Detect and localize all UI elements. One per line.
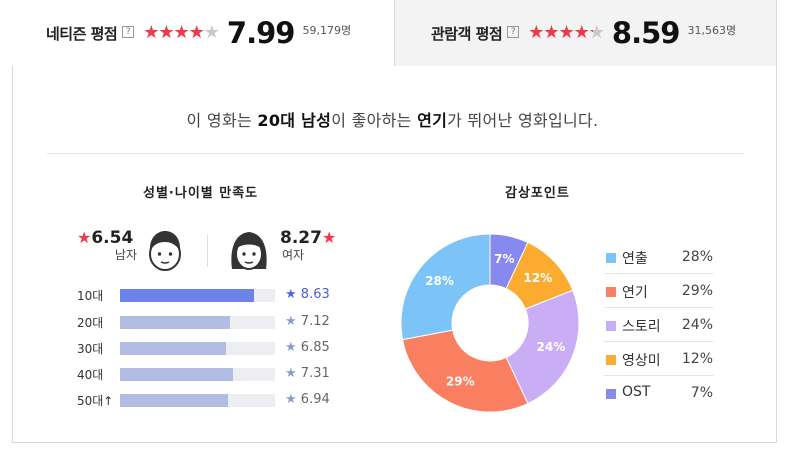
audience-stars: ★★★★★ ★★★★★: [528, 22, 605, 43]
rating-bar: 네티즌 평점 ? ★★★★★ ★★★★★ 7.99 59,179명 관람객 평점…: [12, 0, 777, 66]
age-bar-fill: [120, 289, 254, 302]
legend-value: 7%: [690, 385, 713, 401]
legend-swatch: [606, 355, 616, 365]
legend-item: 스토리 24%: [604, 308, 714, 342]
age-bar-track: [120, 394, 275, 407]
star-icon: ★: [285, 287, 297, 302]
age-bar-fill: [120, 342, 227, 355]
female-face-icon: [231, 232, 267, 270]
satisfaction-title: 성별·나이별 만족도: [143, 186, 259, 201]
headline-group: 20대 남성: [257, 111, 332, 130]
legend-label: 연기: [622, 285, 648, 301]
panel-frame: [12, 0, 777, 443]
divider: [47, 153, 744, 154]
legend-item: 연출 28%: [604, 240, 714, 274]
legend-item: 영상미 12%: [604, 342, 714, 376]
star-icon: ★: [285, 392, 297, 407]
age-bar-fill: [120, 368, 234, 381]
netizen-score: 7.99: [226, 16, 296, 50]
appreciation-donut-chart: 7% 12% 24% 29% 28%: [400, 233, 580, 413]
star-icon: ★: [285, 340, 297, 355]
age-score: ★ 6.94: [285, 392, 330, 407]
male-face-icon: [149, 231, 181, 271]
netizen-count: 59,179명: [302, 24, 352, 37]
chart-legend: 연출 28% 연기 29% 스토리 24% 영상미 12% OST 7%: [604, 240, 714, 410]
help-icon[interactable]: ?: [507, 26, 520, 38]
audience-score: 8.59: [611, 16, 681, 50]
donut-slice-label: 12%: [523, 271, 552, 285]
donut-slice-label: 29%: [446, 374, 475, 388]
age-bar-track: [120, 289, 275, 302]
star-icon: ★: [285, 366, 297, 381]
legend-item: 연기 29%: [604, 274, 714, 308]
donut-slice-연기: [401, 329, 529, 413]
legend-value: 12%: [681, 351, 713, 367]
chart-title: 감상포인트: [505, 186, 570, 201]
legend-label: 스토리: [622, 319, 661, 335]
audience-rating-label: 관람객 평점: [431, 24, 503, 43]
legend-label: 영상미: [622, 353, 661, 369]
audience-count: 31,563명: [687, 24, 737, 37]
age-row-10: 10대 ★ 8.63: [77, 287, 330, 303]
legend-swatch: [606, 253, 616, 263]
audience-rating: 관람객 평점 ? ★★★★★ ★★★★★ 8.59 31,563명: [394, 0, 777, 66]
star-icon: ★: [321, 228, 337, 247]
age-row-40: 40대 ★ 7.31: [77, 366, 330, 382]
donut-slice-label: 7%: [494, 252, 514, 266]
donut-slice-label: 24%: [537, 340, 566, 354]
donut-slice-스토리: [505, 289, 580, 405]
donut-slice-label: 28%: [425, 274, 454, 288]
star-icon: ★: [77, 228, 92, 247]
legend-swatch: [606, 321, 616, 331]
age-bar-track: [120, 368, 275, 381]
age-row-30: 30대 ★ 6.85: [77, 340, 330, 356]
age-score: ★ 7.12: [285, 314, 330, 329]
age-score: ★ 8.63: [285, 287, 330, 302]
donut-slice-연출: [400, 233, 491, 341]
age-row-50: 50대↑ ★ 6.94: [77, 392, 330, 408]
gender-separator: [207, 235, 208, 267]
netizen-stars: ★★★★★ ★★★★★: [143, 22, 220, 43]
headline-point: 연기: [417, 111, 448, 130]
legend-item: OST 7%: [604, 376, 714, 410]
legend-value: 24%: [681, 317, 713, 333]
age-bar-track: [120, 316, 275, 329]
summary-headline: 이 영화는 20대 남성이 좋아하는 연기가 뛰어난 영화입니다.: [186, 111, 599, 130]
legend-value: 28%: [681, 249, 713, 265]
legend-label: 연출: [622, 251, 648, 267]
netizen-rating: 네티즌 평점 ? ★★★★★ ★★★★★ 7.99 59,179명: [12, 0, 394, 66]
age-bar-track: [120, 342, 275, 355]
female-score: 8.27★ 여자: [280, 228, 337, 262]
star-icon: ★: [285, 314, 297, 329]
age-row-20: 20대 ★ 7.12: [77, 314, 330, 330]
legend-label: OST: [622, 384, 651, 400]
age-bar-fill: [120, 316, 231, 329]
legend-swatch: [606, 389, 616, 399]
netizen-rating-label: 네티즌 평점: [46, 24, 118, 43]
age-score: ★ 6.85: [285, 340, 330, 355]
male-score: ★6.54 남자: [77, 228, 137, 262]
help-icon[interactable]: ?: [122, 26, 135, 38]
legend-value: 29%: [681, 283, 713, 299]
legend-swatch: [606, 287, 616, 297]
age-bar-fill: [120, 394, 228, 407]
age-score: ★ 7.31: [285, 366, 330, 381]
